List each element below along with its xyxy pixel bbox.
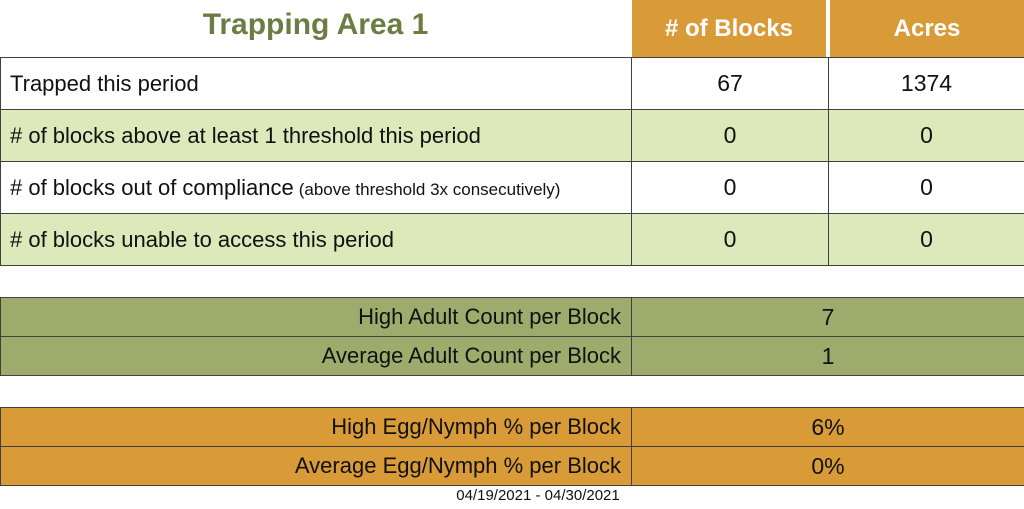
row-label-cell: # of blocks out of compliance (above thre…: [0, 161, 632, 214]
row-note: (above threshold 3x consecutively): [298, 179, 561, 199]
table-row: # of blocks unable to access this period…: [0, 213, 1024, 266]
row-value: 0%: [631, 446, 1024, 486]
row-label: Trapped this period: [10, 70, 199, 96]
blocks-value: 67: [631, 57, 829, 110]
acres-value: 0: [828, 213, 1024, 266]
main-table: Trapped this period 67 1374 # of blocks …: [0, 57, 1024, 266]
adult-count-table: High Adult Count per Block 7 Average Adu…: [0, 297, 1024, 376]
blocks-value: 0: [631, 213, 829, 266]
column-header-acres: Acres: [830, 0, 1024, 57]
page-title: Trapping Area 1: [202, 8, 429, 41]
table-row: Average Egg/Nymph % per Block 0%: [0, 446, 1024, 486]
row-label: Average Egg/Nymph % per Block: [0, 446, 632, 486]
column-header-blocks-label: # of Blocks: [664, 14, 794, 42]
row-label: High Egg/Nymph % per Block: [0, 407, 632, 447]
acres-value: 0: [828, 161, 1024, 214]
blocks-value: 0: [631, 109, 829, 162]
table-row: # of blocks out of compliance (above thre…: [0, 161, 1024, 214]
row-label: Average Adult Count per Block: [0, 336, 632, 376]
acres-value: 1374: [828, 57, 1024, 110]
table-row: Trapped this period 67 1374: [0, 57, 1024, 110]
date-range: 04/19/2021 - 04/30/2021: [456, 487, 620, 504]
table-row: Average Adult Count per Block 1: [0, 336, 1024, 376]
column-header-acres-label: Acres: [893, 14, 961, 42]
row-value: 6%: [631, 407, 1024, 447]
row-value: 7: [631, 297, 1024, 337]
row-label-cell: # of blocks above at least 1 threshold t…: [0, 109, 632, 162]
row-label: # of blocks out of compliance: [10, 174, 294, 200]
row-label: # of blocks unable to access this period: [10, 226, 395, 252]
table-row: High Adult Count per Block 7: [0, 297, 1024, 337]
row-label-cell: # of blocks unable to access this period: [0, 213, 632, 266]
acres-value: 0: [828, 109, 1024, 162]
row-label: # of blocks above at least 1 threshold t…: [10, 122, 481, 148]
row-label: High Adult Count per Block: [0, 297, 632, 337]
egg-nymph-table: High Egg/Nymph % per Block 6% Average Eg…: [0, 407, 1024, 486]
blocks-value: 0: [631, 161, 829, 214]
column-header-blocks: # of Blocks: [632, 0, 826, 57]
row-label-cell: Trapped this period: [0, 57, 632, 110]
row-value: 1: [631, 336, 1024, 376]
table-row: # of blocks above at least 1 threshold t…: [0, 109, 1024, 162]
table-row: High Egg/Nymph % per Block 6%: [0, 407, 1024, 447]
